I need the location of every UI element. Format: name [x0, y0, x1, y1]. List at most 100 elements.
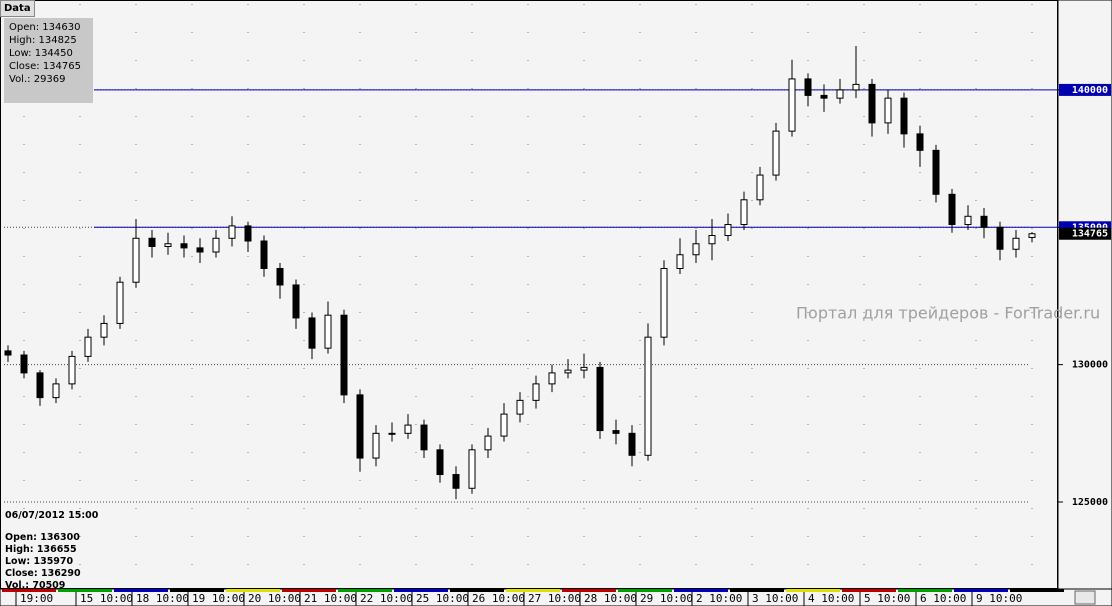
info-row: Open: 136300: [5, 532, 98, 544]
session-strip: [674, 589, 728, 592]
candle-body: [548, 372, 556, 385]
x-tick-label: 20 10:00: [248, 592, 301, 605]
candle-body: [804, 78, 812, 96]
last-price-label: 134765: [1072, 229, 1108, 240]
session-strip: [58, 589, 112, 592]
candle-body: [756, 174, 764, 201]
x-tick-label: 22 10:00: [360, 592, 413, 605]
candle-body: [372, 432, 380, 459]
last-price-box: [1059, 227, 1111, 240]
info-value: 134825: [38, 35, 77, 46]
info-row: Open: 134630: [9, 21, 93, 34]
candle-body: [772, 130, 780, 176]
cursor-date: 06/07/2012 15:00: [5, 510, 99, 521]
candle-body: [20, 354, 28, 374]
candle-body: [532, 383, 540, 401]
candle-body: [228, 225, 236, 239]
corner-button[interactable]: [1074, 590, 1096, 605]
candle-body: [868, 83, 876, 124]
session-strip: [450, 589, 504, 592]
session-strip: [618, 589, 672, 592]
candle-body: [436, 449, 444, 476]
info-value: 136290: [40, 568, 81, 579]
candle-body: [4, 350, 12, 356]
candle-body: [932, 149, 940, 195]
session-strip: [898, 589, 952, 592]
session-strip: [786, 589, 840, 592]
candle-body: [1012, 237, 1020, 250]
candle-body: [356, 394, 364, 459]
info-label: Close:: [5, 568, 38, 579]
session-strip: [394, 589, 448, 592]
candle-body: [196, 247, 204, 253]
candle-body: [468, 449, 476, 489]
candle-body: [340, 314, 348, 396]
x-tick-label: 18 10:00: [136, 592, 189, 605]
candle-body: [676, 254, 684, 269]
candle-body: [996, 226, 1004, 250]
x-tick-label: 3 10:00: [752, 592, 798, 605]
y-tick-label: 125000: [1072, 497, 1108, 508]
session-strip: [226, 589, 280, 592]
candle-body: [260, 240, 268, 269]
session-strip: [730, 589, 784, 592]
x-tick-label: 2 10:00: [696, 592, 742, 605]
candle-body: [420, 424, 428, 451]
candle-body: [884, 97, 892, 124]
plot-area: [0, 0, 1058, 589]
candle-body: [52, 383, 60, 399]
candle-body: [900, 97, 908, 135]
candle-body: [564, 369, 572, 374]
price-axis: [1057, 0, 1112, 606]
y-tick-label: 130000: [1072, 360, 1108, 371]
candle-body: [148, 237, 156, 248]
candle-body: [964, 215, 972, 226]
info-row: Vol.: 29369: [9, 73, 93, 86]
info-label: Vol.:: [9, 74, 31, 85]
candle-body: [164, 243, 172, 248]
x-tick-label: 19:00: [20, 592, 53, 605]
info-label: Vol.:: [5, 580, 30, 591]
info-label: High:: [9, 35, 36, 46]
info-row: Close: 134765: [9, 60, 93, 73]
x-tick-label: 5 10:00: [864, 592, 910, 605]
candle-body: [692, 243, 700, 256]
x-tick-label: 15 10:00: [80, 592, 133, 605]
info-row: Vol.: 70509: [5, 580, 98, 592]
data-tab[interactable]: Data: [0, 0, 35, 17]
session-strip: [114, 589, 168, 592]
candle-body: [244, 225, 252, 242]
session-strip: [954, 589, 1008, 592]
info-value: 70509: [32, 580, 66, 591]
candle-body: [132, 237, 140, 283]
info-value: 134630: [42, 22, 81, 33]
info-row: High: 136655: [5, 544, 98, 556]
info-label: Close:: [9, 61, 40, 72]
info-value: 135970: [33, 556, 74, 567]
candle-body: [948, 193, 956, 226]
candle-body: [324, 314, 332, 349]
candle-body: [980, 215, 988, 228]
session-strip: [562, 589, 616, 592]
session-strip: [842, 589, 896, 592]
candle-body: [500, 413, 508, 437]
candle-body: [740, 199, 748, 226]
candle-body: [612, 430, 620, 434]
candle-body: [484, 435, 492, 451]
session-strip: [170, 589, 224, 592]
candle-body: [580, 366, 588, 371]
watermark: Портал для трейдеров - ForTrader.ru: [796, 304, 1100, 323]
candle-body: [644, 336, 652, 456]
candle-body: [116, 281, 124, 324]
session-strip: [506, 589, 560, 592]
info-value: 134450: [34, 48, 73, 59]
candle-body: [100, 322, 108, 338]
info-label: Low:: [5, 556, 31, 567]
x-tick-label: 25 10:00: [416, 592, 469, 605]
info-label: Low:: [9, 48, 32, 59]
info-label: Open:: [9, 22, 40, 33]
candle-body: [596, 366, 604, 432]
